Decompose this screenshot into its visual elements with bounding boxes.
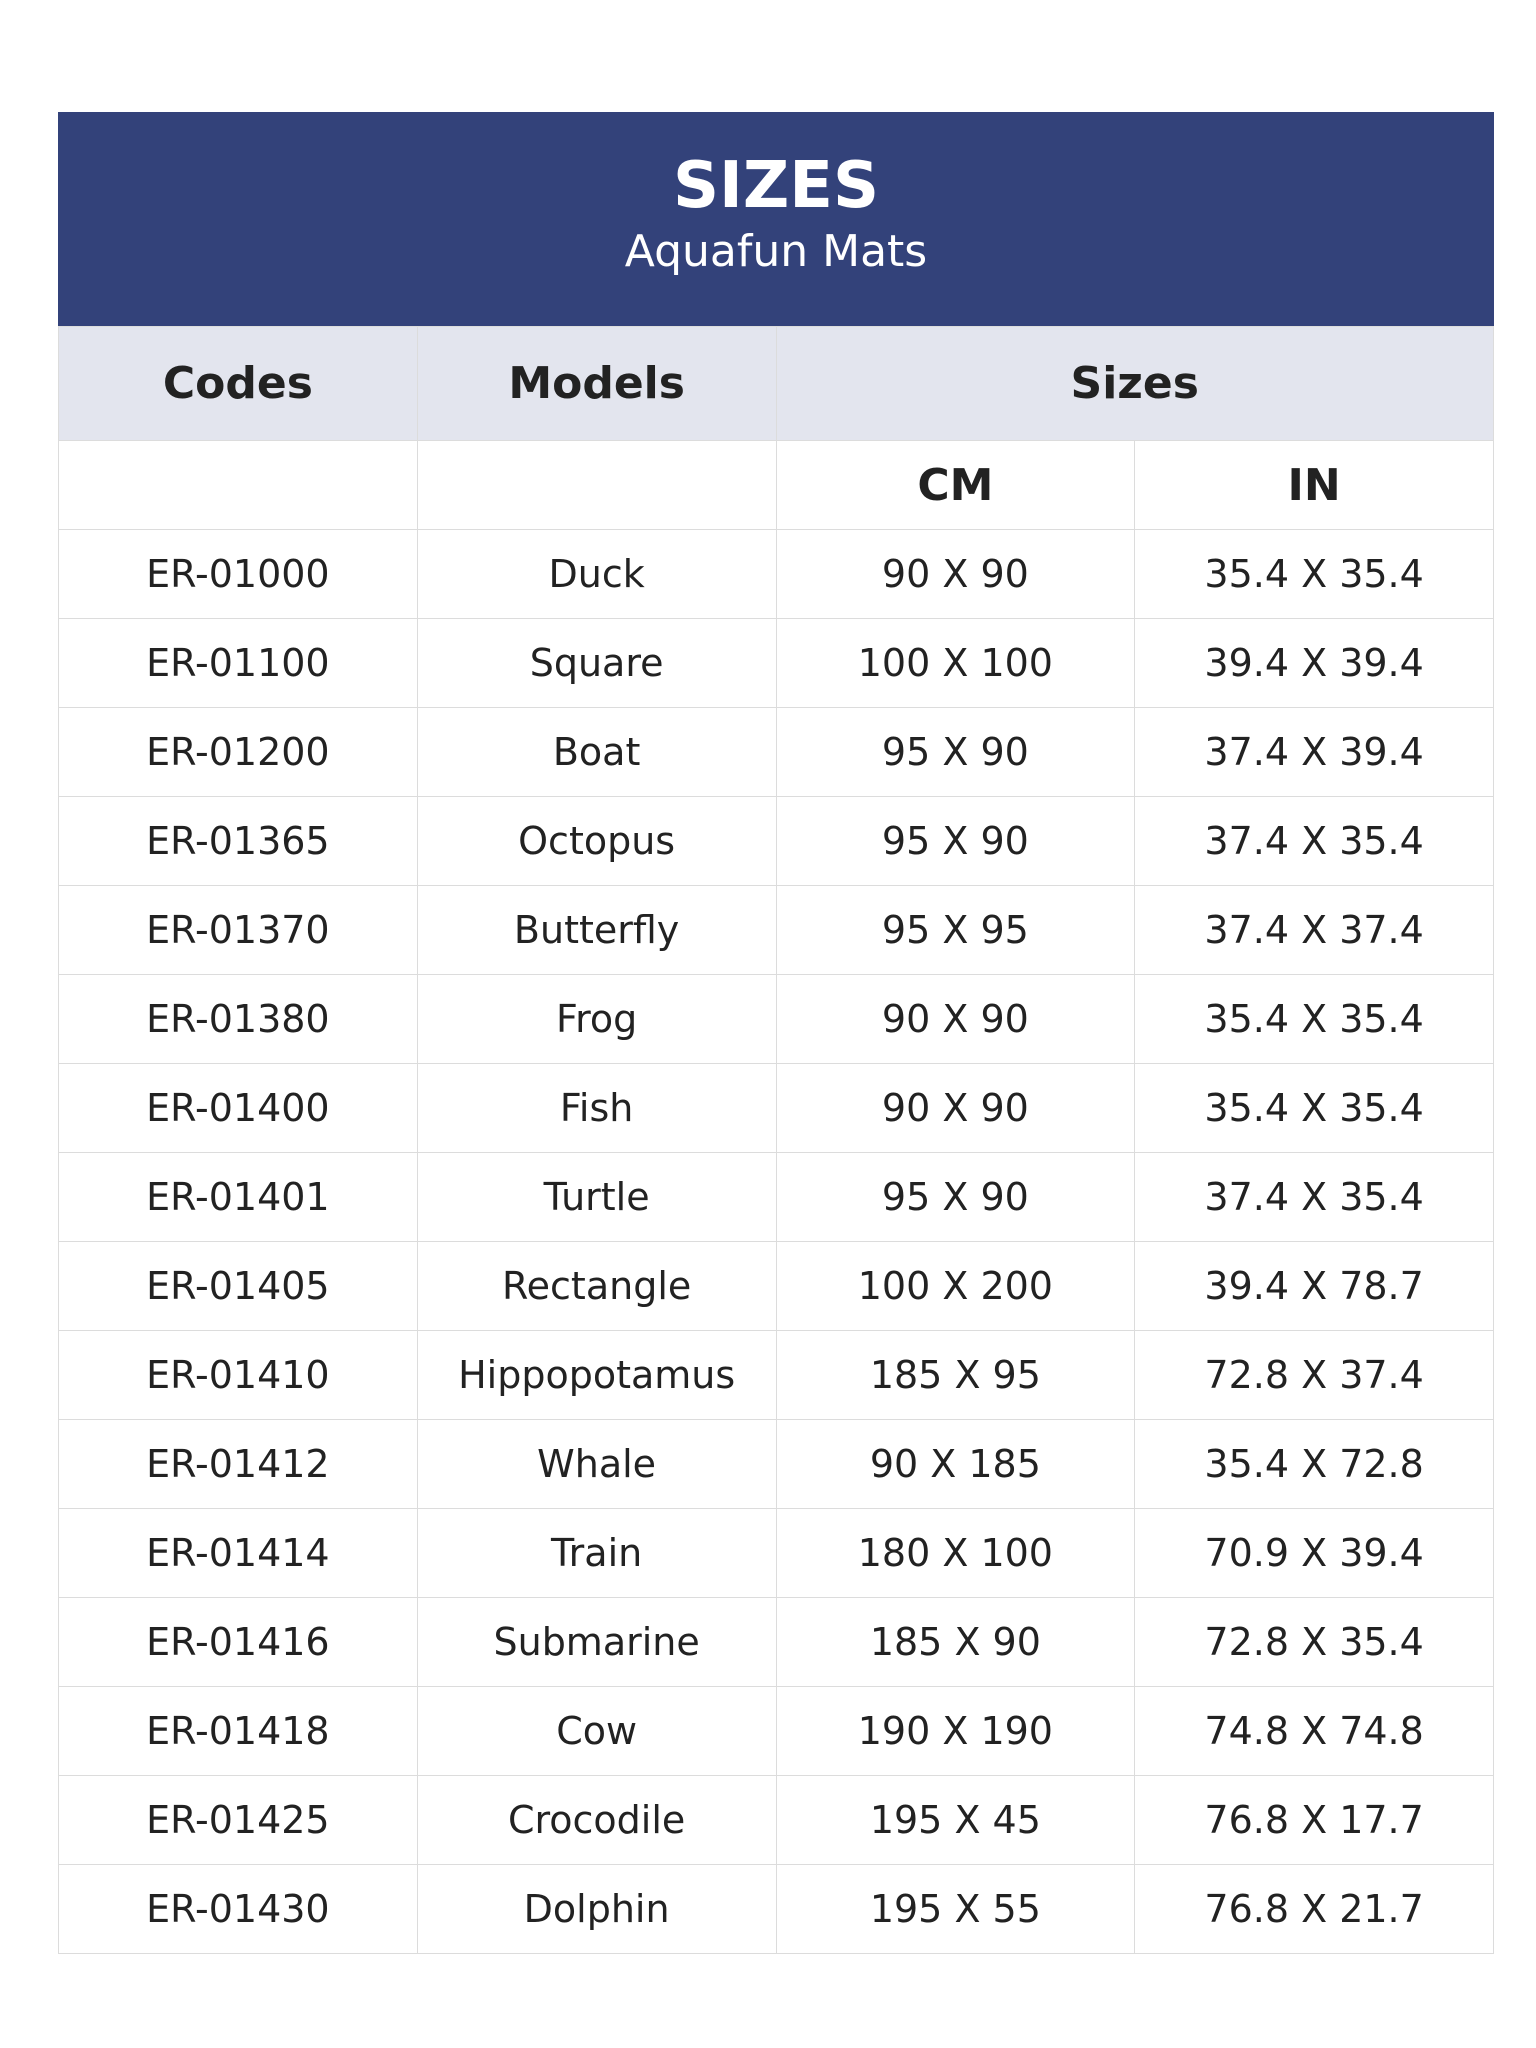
table-row: ER-01430 Dolphin 195 X 55 76.8 X 21.7 [58, 1864, 1494, 1954]
table-cell: 35.4 X 35.4 [1134, 1063, 1494, 1153]
table-cell: Fish [416, 1063, 777, 1153]
empty-cell [58, 440, 418, 530]
empty-cell [416, 440, 777, 530]
table-cell: Frog [416, 974, 777, 1064]
table-cell: 37.4 X 35.4 [1134, 796, 1494, 886]
table-cell: ER-01405 [58, 1241, 418, 1331]
table-cell: Rectangle [416, 1241, 777, 1331]
table-cell: 35.4 X 72.8 [1134, 1419, 1494, 1509]
table-row: ER-01405 Rectangle 100 X 200 39.4 X 78.7 [58, 1241, 1494, 1331]
table-cell: Whale [416, 1419, 777, 1509]
table-cell: Hippopotamus [416, 1330, 777, 1420]
banner: SIZES Aquafun Mats [58, 112, 1494, 326]
table-cell: 35.4 X 35.4 [1134, 529, 1494, 619]
table-cell: 95 X 90 [775, 1152, 1136, 1242]
table-cell: ER-01416 [58, 1597, 418, 1687]
table-cell: ER-01430 [58, 1864, 418, 1954]
table-cell: 70.9 X 39.4 [1134, 1508, 1494, 1598]
table-cell: 100 X 200 [775, 1241, 1136, 1331]
table-row: ER-01414 Train 180 X 100 70.9 X 39.4 [58, 1508, 1494, 1598]
table-cell: ER-01400 [58, 1063, 418, 1153]
table-row: ER-01425 Crocodile 195 X 45 76.8 X 17.7 [58, 1775, 1494, 1865]
table-cell: 37.4 X 37.4 [1134, 885, 1494, 975]
table-cell: ER-01380 [58, 974, 418, 1064]
table-row: ER-01418 Cow 190 X 190 74.8 X 74.8 [58, 1686, 1494, 1776]
table-cell: Cow [416, 1686, 777, 1776]
table-row: ER-01401 Turtle 95 X 90 37.4 X 35.4 [58, 1152, 1494, 1242]
table-cell: 90 X 90 [775, 529, 1136, 619]
subcolumn-header: CM [775, 440, 1136, 530]
table-row: ER-01380 Frog 90 X 90 35.4 X 35.4 [58, 974, 1494, 1064]
table-cell: ER-01418 [58, 1686, 418, 1776]
subtitle: Aquafun Mats [624, 226, 928, 277]
table-cell: Submarine [416, 1597, 777, 1687]
table-cell: Crocodile [416, 1775, 777, 1865]
table-cell: ER-01365 [58, 796, 418, 886]
column-header: Sizes [775, 326, 1494, 441]
table-cell: 39.4 X 39.4 [1134, 618, 1494, 708]
table-cell: ER-01410 [58, 1330, 418, 1420]
size-chart: SIZES Aquafun Mats Codes Models Sizes CM… [58, 112, 1494, 1954]
table-cell: Duck [416, 529, 777, 619]
table-cell: 76.8 X 17.7 [1134, 1775, 1494, 1865]
table-cell: 35.4 X 35.4 [1134, 974, 1494, 1064]
table-cell: Turtle [416, 1152, 777, 1242]
table-row: ER-01416 Submarine 185 X 90 72.8 X 35.4 [58, 1597, 1494, 1687]
table-cell: 76.8 X 21.7 [1134, 1864, 1494, 1954]
table-cell: 95 X 95 [775, 885, 1136, 975]
table-cell: 95 X 90 [775, 707, 1136, 797]
table-cell: 72.8 X 37.4 [1134, 1330, 1494, 1420]
subcolumn-header: IN [1134, 440, 1494, 530]
table-cell: 195 X 55 [775, 1864, 1136, 1954]
table-cell: Octopus [416, 796, 777, 886]
table-cell: ER-01200 [58, 707, 418, 797]
column-header: Models [416, 326, 777, 441]
table-cell: 37.4 X 35.4 [1134, 1152, 1494, 1242]
table-cell: Butterfly [416, 885, 777, 975]
table-cell: 185 X 95 [775, 1330, 1136, 1420]
table-cell: 195 X 45 [775, 1775, 1136, 1865]
header-row: Codes Models Sizes [58, 326, 1494, 441]
table-cell: 90 X 90 [775, 1063, 1136, 1153]
table-cell: 72.8 X 35.4 [1134, 1597, 1494, 1687]
table-cell: Square [416, 618, 777, 708]
table-cell: Train [416, 1508, 777, 1598]
table-cell: ER-01412 [58, 1419, 418, 1509]
table-row: ER-01412 Whale 90 X 185 35.4 X 72.8 [58, 1419, 1494, 1509]
table-cell: Dolphin [416, 1864, 777, 1954]
subheader-row: CM IN [58, 440, 1494, 530]
table-row: ER-01100 Square 100 X 100 39.4 X 39.4 [58, 618, 1494, 708]
table-cell: 185 X 90 [775, 1597, 1136, 1687]
table-cell: 100 X 100 [775, 618, 1136, 708]
table-cell: 74.8 X 74.8 [1134, 1686, 1494, 1776]
table-cell: ER-01370 [58, 885, 418, 975]
size-table: Codes Models Sizes CM IN ER-01000 Duck 90 … [58, 326, 1494, 1954]
table-body: Codes Models Sizes CM IN ER-01000 Duck 90 … [58, 326, 1494, 1954]
table-row: ER-01370 Butterfly 95 X 95 37.4 X 37.4 [58, 885, 1494, 975]
table-cell: 190 X 190 [775, 1686, 1136, 1776]
table-row: ER-01000 Duck 90 X 90 35.4 X 35.4 [58, 529, 1494, 619]
table-cell: 39.4 X 78.7 [1134, 1241, 1494, 1331]
table-cell: 37.4 X 39.4 [1134, 707, 1494, 797]
table-cell: 90 X 90 [775, 974, 1136, 1064]
table-cell: 95 X 90 [775, 796, 1136, 886]
column-header: Codes [58, 326, 418, 441]
table-row: ER-01365 Octopus 95 X 90 37.4 X 35.4 [58, 796, 1494, 886]
table-cell: ER-01401 [58, 1152, 418, 1242]
table-cell: ER-01100 [58, 618, 418, 708]
table-row: ER-01410 Hippopotamus 185 X 95 72.8 X 37.4 [58, 1330, 1494, 1420]
table-cell: Boat [416, 707, 777, 797]
title: SIZES [672, 149, 880, 223]
table-cell: 180 X 100 [775, 1508, 1136, 1598]
table-cell: 90 X 185 [775, 1419, 1136, 1509]
table-row: ER-01200 Boat 95 X 90 37.4 X 39.4 [58, 707, 1494, 797]
table-row: ER-01400 Fish 90 X 90 35.4 X 35.4 [58, 1063, 1494, 1153]
table-cell: ER-01425 [58, 1775, 418, 1865]
table-cell: ER-01000 [58, 529, 418, 619]
table-cell: ER-01414 [58, 1508, 418, 1598]
